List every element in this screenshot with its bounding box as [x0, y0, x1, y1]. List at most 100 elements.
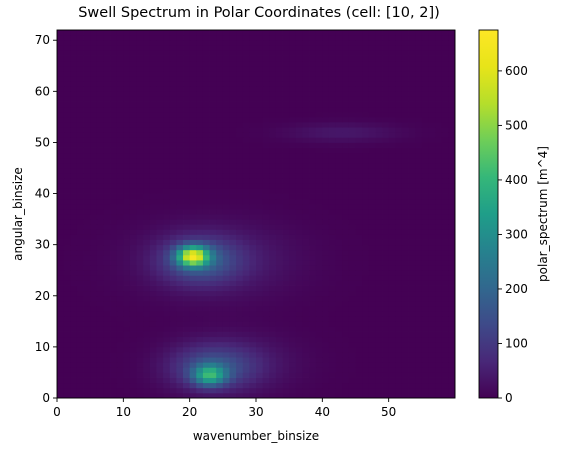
heatmap-cell: [415, 285, 423, 292]
heatmap-cell: [90, 229, 98, 235]
heatmap-cell: [70, 142, 78, 148]
heatmap-cell: [355, 239, 363, 246]
heatmap-cell: [163, 290, 171, 297]
heatmap-cell: [368, 249, 376, 256]
heatmap-cell: [289, 244, 297, 251]
heatmap-cell: [342, 122, 350, 128]
heatmap-cell: [408, 377, 416, 384]
heatmap-cell: [123, 157, 131, 164]
heatmap-cell: [362, 229, 370, 235]
heatmap-cell: [275, 372, 283, 378]
heatmap-cell: [63, 35, 71, 41]
heatmap-cells: [57, 30, 456, 399]
heatmap-cell: [342, 367, 350, 373]
heatmap-cell: [408, 260, 416, 266]
heatmap-cell: [262, 116, 270, 123]
heatmap-cell: [189, 168, 197, 174]
heatmap-cell: [315, 270, 323, 276]
heatmap-cell: [163, 142, 171, 148]
heatmap-cell: [176, 127, 184, 133]
heatmap-cell: [76, 336, 84, 343]
heatmap-cell: [328, 260, 336, 266]
heatmap-cell: [415, 116, 423, 123]
x-tick-label: 40: [315, 405, 330, 419]
heatmap-cell: [368, 60, 376, 67]
heatmap-cell: [275, 346, 283, 353]
heatmap-cell: [289, 321, 297, 327]
heatmap-cell: [342, 137, 350, 143]
heatmap-cell: [216, 290, 224, 297]
heatmap-cell: [269, 341, 277, 348]
heatmap-cell: [123, 229, 131, 235]
heatmap-cell: [110, 392, 118, 399]
heatmap-cell: [415, 96, 423, 102]
heatmap-cell: [216, 65, 224, 72]
heatmap-cell: [83, 260, 91, 266]
heatmap-cell: [143, 275, 151, 281]
heatmap-cell: [229, 249, 237, 256]
heatmap-cell: [388, 234, 396, 240]
heatmap-cell: [408, 188, 416, 194]
heatmap-cell: [96, 96, 104, 102]
heatmap-cell: [242, 101, 250, 108]
heatmap-cell: [302, 244, 310, 251]
heatmap-cell: [315, 275, 323, 281]
heatmap-cell: [110, 193, 118, 200]
heatmap-cell: [355, 387, 363, 394]
heatmap-cell: [156, 239, 164, 246]
heatmap-cell: [328, 336, 336, 343]
heatmap-cell: [335, 162, 343, 169]
heatmap-cell: [103, 76, 111, 82]
heatmap-cell: [116, 229, 124, 235]
heatmap-cell: [295, 254, 303, 261]
heatmap-cell: [196, 331, 204, 338]
heatmap-cell: [196, 65, 204, 72]
heatmap-cell: [249, 65, 257, 72]
heatmap-cell: [295, 86, 303, 92]
heatmap-cell: [242, 280, 250, 286]
heatmap-cell: [63, 116, 71, 123]
heatmap-cell: [156, 178, 164, 184]
heatmap-cell: [129, 300, 137, 307]
heatmap-cell: [342, 372, 350, 378]
heatmap-cell: [342, 208, 350, 215]
heatmap-cell: [428, 35, 436, 41]
heatmap-cell: [348, 91, 356, 97]
heatmap-cell: [441, 162, 449, 169]
heatmap-cell: [176, 30, 184, 36]
heatmap-cell: [149, 50, 157, 56]
heatmap-cell: [355, 81, 363, 87]
heatmap-cell: [362, 178, 370, 184]
heatmap-cell: [70, 249, 78, 256]
heatmap-cell: [382, 116, 390, 123]
heatmap-cell: [216, 321, 224, 327]
heatmap-cell: [156, 275, 164, 281]
heatmap-cell: [421, 122, 429, 128]
heatmap-cell: [123, 290, 131, 297]
heatmap-cell: [110, 152, 118, 159]
heatmap-cell: [382, 295, 390, 302]
heatmap-cell: [408, 306, 416, 312]
heatmap-cell: [448, 168, 456, 174]
heatmap-cell: [136, 193, 144, 200]
heatmap-cell: [196, 280, 204, 286]
heatmap-cell: [202, 321, 210, 327]
heatmap-cell: [156, 357, 164, 363]
heatmap-cell: [388, 178, 396, 184]
heatmap-cell: [156, 193, 164, 200]
heatmap-cell: [249, 193, 257, 200]
heatmap-cell: [163, 275, 171, 281]
heatmap-cell: [289, 367, 297, 373]
heatmap-cell: [176, 275, 184, 281]
heatmap-cell: [123, 55, 131, 62]
heatmap-cell: [315, 321, 323, 327]
heatmap-cell: [63, 173, 71, 179]
heatmap-cell: [90, 316, 98, 322]
heatmap-cell: [448, 91, 456, 97]
heatmap-cell: [428, 382, 436, 389]
heatmap-cell: [96, 239, 104, 246]
heatmap-cell: [90, 106, 98, 113]
heatmap-cell: [116, 35, 124, 41]
heatmap-cell: [189, 265, 197, 271]
heatmap-cell: [421, 91, 429, 97]
